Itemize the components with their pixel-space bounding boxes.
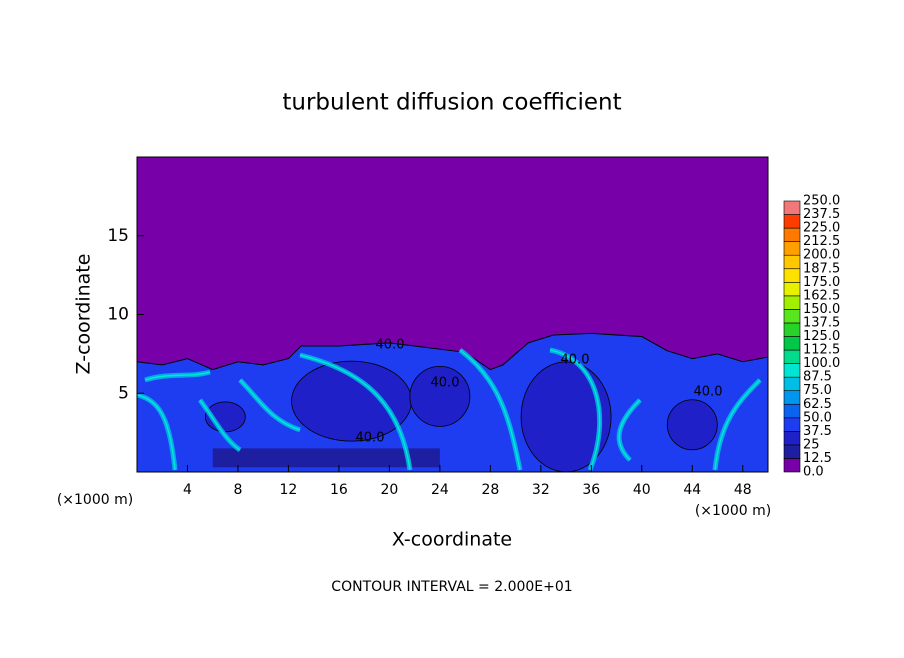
colorbar-box (783, 336, 801, 351)
colorbar-label: 75.0 (803, 383, 832, 398)
colorbar-label: 187.5 (803, 261, 840, 276)
colorbar-box (783, 254, 801, 270)
x-tick-label: 4 (183, 482, 192, 498)
x-tick-label: 12 (280, 482, 298, 498)
x-tick-label: 8 (233, 482, 242, 498)
field-patch (409, 365, 471, 427)
x-tick-label: 20 (380, 482, 398, 498)
colorbar-label: 175.0 (803, 275, 840, 290)
field-patch (666, 399, 718, 451)
x-unit-label: (×1000 m) (695, 503, 771, 519)
colorbar-label: 87.5 (803, 370, 832, 385)
y-tick-label: 5 (118, 383, 129, 403)
colorbar-label: 12.5 (803, 451, 832, 466)
x-unit-label: (×1000 m) (57, 492, 133, 508)
field-streak-core (199, 399, 241, 451)
colorbar-label: 25 (803, 437, 820, 452)
colorbar-box (783, 200, 801, 215)
x-tick-label: 28 (481, 482, 499, 498)
x-tick-label: 36 (582, 482, 600, 498)
colorbar-box (783, 417, 801, 432)
field-streak-core (714, 379, 761, 471)
field-patch (212, 448, 440, 468)
x-tick-label: 32 (532, 482, 550, 498)
colorbar-box (783, 322, 801, 337)
x-tick-label: 16 (330, 482, 348, 498)
contour-label: 40.0 (431, 376, 460, 391)
colorbar-box (783, 444, 801, 459)
colorbar-label: 100.0 (803, 356, 840, 371)
colorbar-box (783, 390, 801, 405)
colorbar-box (783, 309, 801, 324)
x-axis-label: X-coordinate (392, 529, 512, 551)
x-tick-label: 40 (633, 482, 651, 498)
colorbar-box (783, 458, 801, 473)
colorbar-box (783, 349, 801, 364)
colorbar-box (783, 227, 801, 242)
field-streak-core (459, 349, 521, 471)
chart-title: turbulent diffusion coefficient (282, 90, 621, 116)
colorbar-label: 137.5 (803, 315, 840, 330)
colorbar-box (783, 376, 801, 391)
colorbar-label: 200.0 (803, 248, 840, 263)
colorbar-label: 225.0 (803, 221, 840, 236)
x-tick-label: 24 (431, 482, 449, 498)
colorbar-label: 162.5 (803, 288, 840, 303)
x-tick-label: 48 (734, 482, 752, 498)
colorbar-label: 250.0 (803, 194, 840, 209)
colorbar-label: 50.0 (803, 410, 832, 425)
contour-label: 40.0 (561, 353, 590, 368)
colorbar-box (783, 214, 801, 229)
colorbar-label: 237.5 (803, 207, 840, 222)
y-tick-label: 15 (107, 226, 129, 246)
colorbar-box (783, 403, 801, 419)
colorbar-label: 150.0 (803, 302, 840, 317)
field-streak-core (144, 371, 211, 381)
field-streak-core (618, 399, 641, 461)
field-streak-core (239, 379, 301, 431)
colorbar-box (783, 241, 801, 256)
colorbar-label: 125.0 (803, 329, 840, 344)
contour-label: 40.0 (376, 338, 405, 353)
colorbar-box (783, 268, 801, 283)
colorbar-box (783, 281, 801, 297)
colorbar-label: 37.5 (803, 424, 832, 439)
colorbar-box (783, 295, 801, 310)
colorbar-label: 62.5 (803, 397, 832, 412)
y-axis-label: Z-coordinate (73, 254, 95, 375)
field-streak-core (299, 354, 411, 471)
contour-label: 40.0 (694, 385, 723, 400)
colorbar-label: 0.0 (803, 465, 824, 480)
y-tick-label: 10 (107, 305, 129, 325)
colorbar-label: 212.5 (803, 234, 840, 249)
footer: CONTOUR INTERVAL = 2.000E+01 (331, 579, 572, 595)
colorbar-box (783, 431, 801, 446)
field-streak-core (136, 394, 176, 471)
colorbar-label: 112.5 (803, 343, 840, 358)
field (136, 157, 769, 473)
colorbar-box (783, 363, 801, 378)
field-streak-core (549, 349, 601, 471)
contour-label: 40.0 (356, 431, 385, 446)
x-tick-label: 44 (683, 482, 701, 498)
